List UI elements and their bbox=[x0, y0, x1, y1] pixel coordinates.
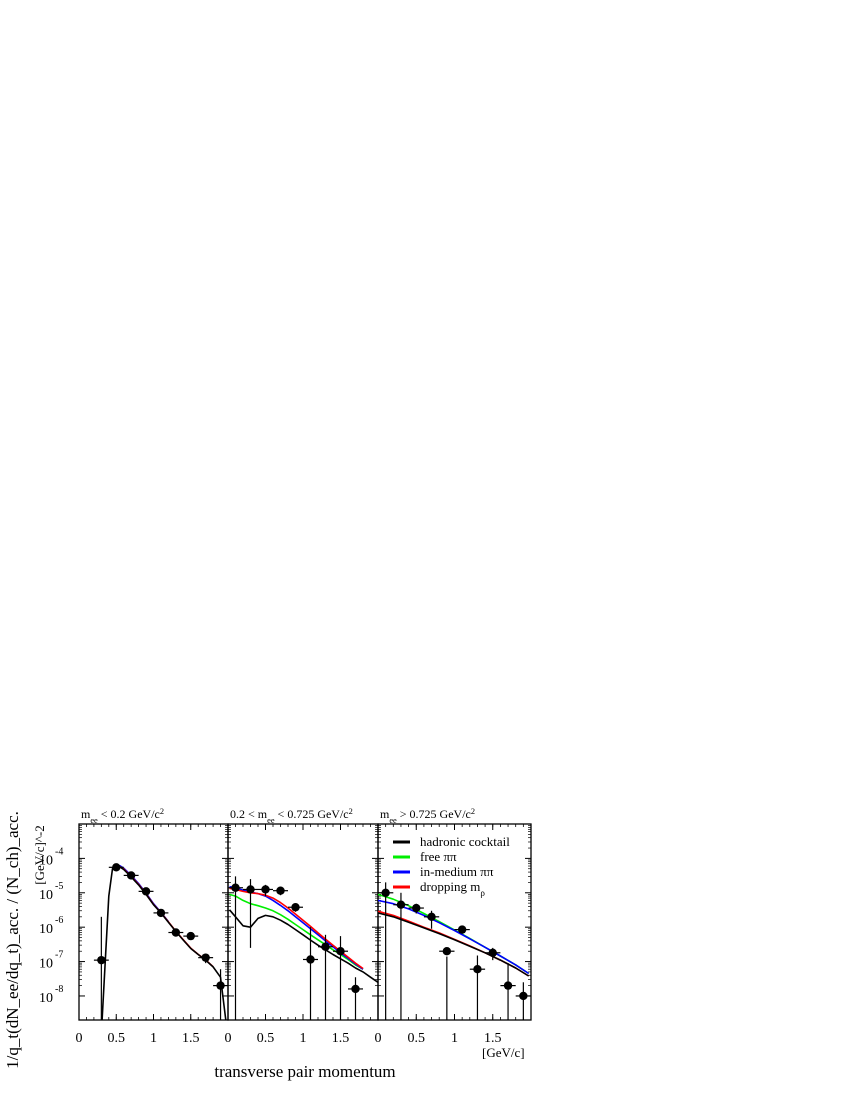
y-tick-label: 10 bbox=[39, 922, 53, 937]
x-tick-label: 0 bbox=[76, 1031, 83, 1046]
legend-entry: hadronic cocktail bbox=[393, 834, 510, 849]
legend-entry: dropping mρ bbox=[393, 879, 485, 898]
data-point bbox=[378, 882, 394, 1020]
legend-label: in-medium ππ bbox=[420, 864, 494, 879]
data-point bbox=[439, 947, 455, 1020]
x-tick-label: 1.5 bbox=[182, 1031, 200, 1046]
x-tick-label: 1 bbox=[150, 1031, 157, 1046]
y-tick-exponent: -6 bbox=[55, 915, 63, 926]
x-tick-label: 0 bbox=[225, 1031, 232, 1046]
data-point bbox=[500, 963, 516, 1020]
data-point bbox=[213, 969, 228, 1020]
data-point bbox=[108, 863, 124, 872]
x-tick-label: 0.5 bbox=[408, 1031, 426, 1046]
data-point bbox=[423, 910, 440, 929]
y-tick-label: 10 bbox=[39, 853, 53, 868]
y-tick-exponent: -8 bbox=[55, 984, 63, 995]
x-tick-label: 1.5 bbox=[332, 1031, 350, 1046]
legend-label: free ππ bbox=[420, 849, 457, 864]
panel-title: mee < 0.2 GeV/c2 bbox=[81, 807, 164, 825]
data-point bbox=[93, 916, 109, 1020]
data-point bbox=[288, 903, 303, 912]
legend-entry: free ππ bbox=[393, 849, 457, 864]
y-axis-unit: [GeV/c]^-2 bbox=[32, 825, 47, 885]
y-axis-label: 1/q_t(dN_ee/dq_t)_acc. / (N_ch)_acc. bbox=[3, 811, 22, 1069]
x-tick-label: 0 bbox=[375, 1031, 382, 1046]
series-line-hadronic-cocktail bbox=[378, 912, 530, 977]
y-tick-label: 10 bbox=[39, 991, 53, 1006]
panel-title: mee > 0.725 GeV/c2 bbox=[380, 807, 475, 825]
x-axis-unit: [GeV/c] bbox=[482, 1045, 525, 1060]
data-point bbox=[469, 955, 486, 1020]
data-point bbox=[318, 934, 333, 1020]
legend-label: hadronic cocktail bbox=[420, 834, 510, 849]
series-line-hadronic-cocktail bbox=[228, 909, 378, 983]
y-tick-exponent: -4 bbox=[55, 846, 63, 857]
data-point bbox=[138, 887, 154, 896]
data-point bbox=[153, 908, 169, 918]
legend-entry: in-medium ππ bbox=[393, 864, 494, 879]
panel-title: 0.2 < mee < 0.725 GeV/c2 bbox=[230, 807, 353, 825]
data-point bbox=[183, 931, 199, 941]
y-tick-label: 10 bbox=[39, 957, 53, 972]
data-point bbox=[123, 871, 139, 880]
series-line-hadronic-cocktail bbox=[101, 865, 227, 1020]
panel-1: mee < 0.2 GeV/c20 0.5 1 1.510-410-510-610-7… bbox=[39, 807, 229, 1046]
data-point bbox=[198, 953, 214, 964]
y-tick-exponent: -7 bbox=[55, 950, 63, 961]
y-tick-exponent: -5 bbox=[55, 881, 63, 892]
x-tick-label: 0.5 bbox=[257, 1031, 275, 1046]
x-axis-label: transverse pair momentum bbox=[214, 1062, 395, 1081]
x-tick-label: 1 bbox=[300, 1031, 307, 1046]
data-point bbox=[228, 876, 243, 1020]
data-point bbox=[258, 884, 273, 897]
data-point bbox=[408, 903, 424, 914]
legend-label: dropping mρ bbox=[420, 879, 485, 898]
x-tick-label: 1.5 bbox=[484, 1031, 502, 1046]
data-point bbox=[168, 928, 184, 937]
y-tick-label: 10 bbox=[39, 888, 53, 903]
data-point bbox=[303, 927, 318, 1020]
data-point bbox=[454, 925, 470, 934]
data-point bbox=[348, 977, 363, 1020]
x-tick-label: 1 bbox=[451, 1031, 458, 1046]
data-point bbox=[243, 879, 258, 948]
data-point bbox=[333, 936, 348, 1020]
data-point bbox=[515, 982, 531, 1020]
panel-2: 0.2 < mee < 0.725 GeV/c2 0 0.5 1 1.5 bbox=[225, 807, 379, 1046]
data-point bbox=[393, 892, 409, 1020]
data-point bbox=[485, 947, 501, 961]
panel-3: mee > 0.725 GeV/c2 0 0.5 1 1.5 bbox=[375, 807, 532, 1046]
data-point bbox=[273, 886, 288, 896]
x-tick-label: 0.5 bbox=[108, 1031, 126, 1046]
